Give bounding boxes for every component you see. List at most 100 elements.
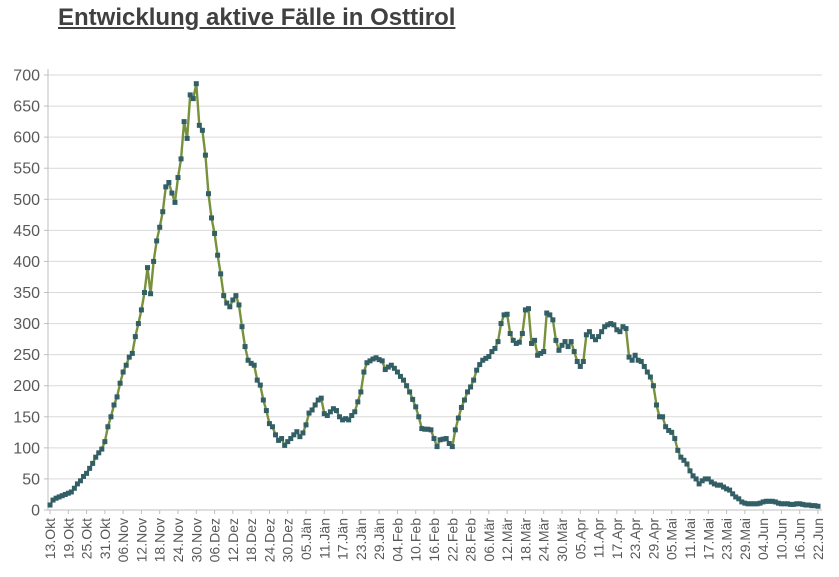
data-point-marker — [90, 460, 96, 466]
x-tick-label: 12.Nov — [133, 518, 149, 562]
data-point-marker — [763, 498, 769, 504]
data-point-marker — [340, 417, 346, 423]
data-point-marker — [105, 424, 111, 430]
data-point-marker — [681, 457, 687, 463]
data-point-marker — [550, 317, 556, 323]
x-tick-label: 29.Mai — [737, 518, 753, 560]
data-point-marker — [263, 408, 269, 414]
data-point-marker — [483, 355, 489, 361]
x-tick-label: 04.Feb — [389, 518, 405, 562]
x-tick-label: 22.Feb — [444, 518, 460, 562]
data-point-marker — [114, 394, 120, 400]
data-point-marker — [599, 329, 605, 335]
data-point-marker — [565, 344, 571, 350]
data-point-marker — [605, 322, 611, 328]
data-point-marker — [556, 347, 562, 353]
data-point-marker — [571, 349, 577, 355]
y-tick-label: 700 — [13, 68, 40, 85]
data-point-marker — [553, 337, 559, 343]
data-point-marker — [50, 497, 56, 503]
y-tick-label: 600 — [13, 130, 40, 147]
data-point-marker — [306, 410, 312, 416]
data-point-marker — [461, 397, 467, 403]
data-point-marker — [233, 293, 239, 299]
data-point-marker — [352, 409, 358, 415]
data-point-marker — [257, 382, 263, 388]
data-point-marker — [404, 383, 410, 389]
data-point-marker — [632, 352, 638, 358]
x-tick-label: 28.Feb — [463, 518, 479, 562]
x-tick-label: 06.Dez — [207, 518, 223, 562]
data-point-marker — [294, 429, 300, 435]
data-point-marker — [343, 416, 349, 422]
data-point-marker — [138, 307, 144, 313]
data-point-marker — [669, 429, 675, 435]
data-point-marker — [151, 258, 157, 264]
data-point-marker — [163, 184, 169, 190]
data-point-marker — [495, 339, 501, 345]
data-point-marker — [187, 92, 193, 98]
data-point-marker — [647, 374, 653, 380]
x-tick-label: 06.Nov — [115, 518, 131, 562]
x-tick-label: 11.Jän — [316, 518, 332, 559]
data-point-marker — [757, 500, 763, 506]
data-point-marker — [65, 490, 71, 496]
data-point-marker — [541, 349, 547, 355]
data-point-marker — [148, 291, 154, 297]
data-point-marker — [778, 501, 784, 507]
data-point-marker — [379, 358, 385, 364]
data-point-marker — [196, 122, 202, 128]
x-tick-label: 05.Apr — [572, 518, 588, 560]
data-point-marker — [242, 344, 248, 350]
data-point-marker — [315, 397, 321, 403]
data-point-marker — [218, 271, 224, 277]
data-point-marker — [391, 365, 397, 371]
data-point-marker — [53, 495, 59, 501]
data-point-marker — [349, 413, 355, 419]
data-point-marker — [273, 432, 279, 438]
data-point-marker — [559, 342, 565, 348]
data-point-marker — [96, 450, 102, 456]
data-series-line — [48, 82, 820, 508]
data-point-marker — [84, 470, 90, 476]
x-tick-label: 16.Jun — [792, 518, 808, 560]
data-point-marker — [791, 501, 797, 507]
y-tick-label: 450 — [13, 223, 40, 240]
data-point-marker — [260, 397, 266, 403]
x-tick-label: 19.Okt — [60, 518, 76, 559]
x-tick-label: 29.Apr — [645, 518, 661, 560]
x-tick-label: 11.Apr — [591, 518, 607, 559]
data-point-marker — [318, 395, 324, 401]
data-point-marker — [397, 373, 403, 379]
data-point-marker — [696, 481, 702, 487]
x-axis-labels-group: 13.Okt 19.Okt 25.Okt 31.Okt 06.Nov 12.Nov 18.N… — [42, 510, 826, 562]
data-point-marker — [446, 441, 452, 447]
data-point-marker — [727, 487, 733, 493]
data-point-marker — [413, 404, 419, 410]
data-point-marker — [736, 496, 742, 502]
y-tick-label: 350 — [13, 285, 40, 302]
data-point-marker — [458, 404, 464, 410]
data-point-marker — [74, 481, 80, 487]
data-point-marker — [184, 135, 190, 141]
data-point-marker — [504, 311, 510, 317]
x-tick-label: 06.Mär — [481, 518, 497, 562]
data-point-marker — [193, 81, 199, 87]
data-point-marker — [529, 340, 535, 346]
x-tick-label: 25.Okt — [79, 518, 95, 559]
data-point-marker — [93, 454, 99, 460]
data-point-marker — [141, 290, 147, 295]
data-point-marker — [687, 468, 693, 474]
data-point-marker — [108, 414, 114, 420]
data-point-marker — [71, 485, 77, 491]
data-point-marker — [489, 349, 495, 355]
x-tick-label: 10.Feb — [408, 518, 424, 562]
x-tick-label: 05.Mai — [664, 518, 680, 560]
data-point-marker — [583, 332, 589, 338]
data-point-marker — [215, 252, 221, 258]
data-point-marker — [178, 156, 184, 162]
data-point-marker — [620, 324, 626, 330]
x-tick-label: 17.Jän — [335, 518, 351, 560]
data-point-marker — [422, 426, 428, 432]
data-point-marker — [641, 363, 647, 369]
